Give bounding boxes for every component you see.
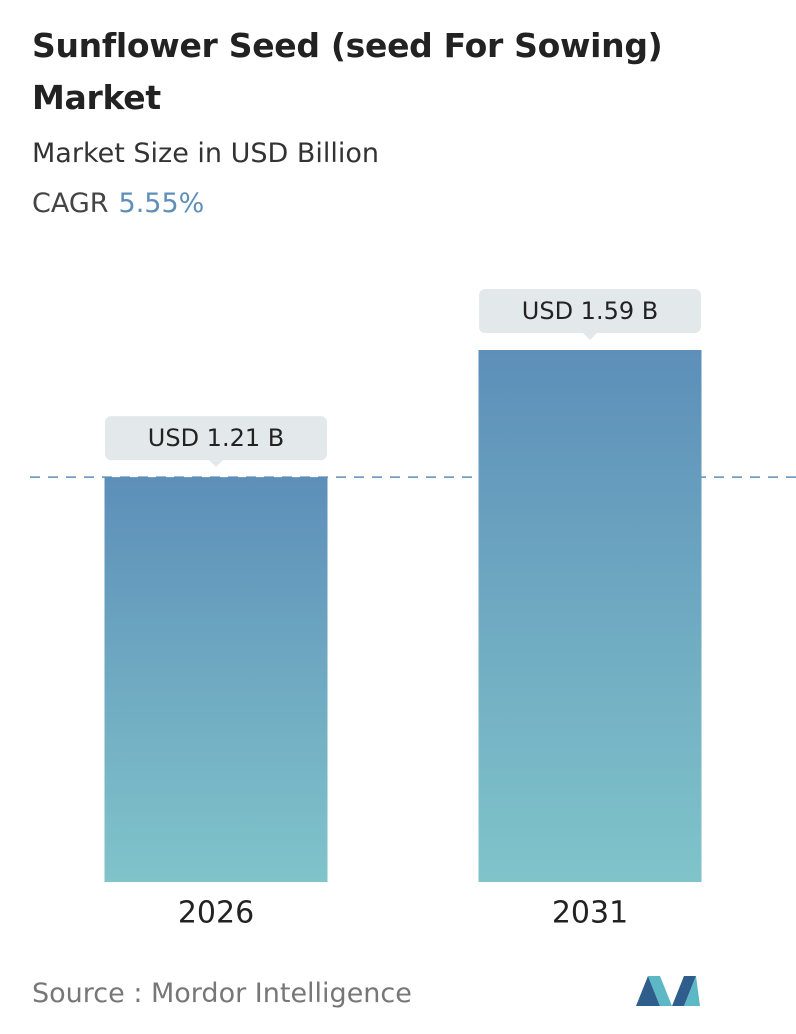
cagr-value: 5.55%: [118, 188, 205, 219]
cagr: CAGR 5.55%: [32, 188, 204, 219]
x-tick-label: 2031: [552, 896, 628, 931]
cagr-label: CAGR: [32, 188, 109, 219]
x-tick-label: 2026: [178, 896, 254, 931]
value-label-pointer: [209, 460, 223, 468]
bar: [104, 477, 328, 882]
value-label: USD 1.59 B: [522, 297, 658, 325]
chart-title: Sunflower Seed (seed For Sowing) Market: [32, 26, 663, 117]
bar: [478, 350, 702, 882]
source: Source : Mordor Intelligence: [32, 978, 412, 1009]
chart-subtitle: Market Size in USD Billion: [32, 138, 380, 169]
value-label-pointer: [583, 333, 597, 340]
value-label: USD 1.21 B: [148, 424, 284, 452]
value-label-box: [479, 289, 701, 333]
value-label-box: [105, 416, 327, 461]
logo: [636, 976, 700, 1006]
